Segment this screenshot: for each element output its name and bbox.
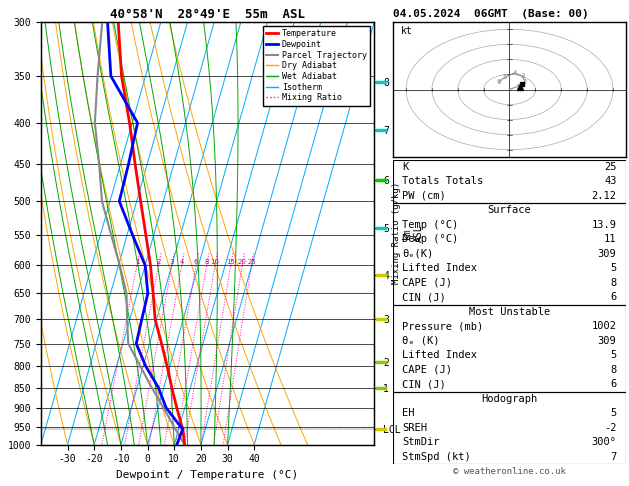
Text: 309: 309: [598, 336, 616, 346]
Text: 5: 5: [610, 263, 616, 273]
Text: 5: 5: [610, 408, 616, 418]
Text: 4: 4: [513, 70, 517, 76]
X-axis label: Dewpoint / Temperature (°C): Dewpoint / Temperature (°C): [116, 470, 299, 480]
Text: Most Unstable: Most Unstable: [469, 307, 550, 317]
Text: 25: 25: [604, 162, 616, 172]
Text: 20: 20: [238, 260, 247, 265]
Text: θₑ (K): θₑ (K): [403, 336, 440, 346]
Text: 8: 8: [610, 278, 616, 288]
Text: 6: 6: [194, 260, 198, 265]
Text: © weatheronline.co.uk: © weatheronline.co.uk: [453, 467, 566, 476]
Text: 1002: 1002: [591, 321, 616, 331]
Text: 1: 1: [515, 84, 520, 89]
Text: CAPE (J): CAPE (J): [403, 365, 452, 375]
Text: 6: 6: [610, 293, 616, 302]
Text: 7: 7: [610, 452, 616, 462]
Text: 13.9: 13.9: [591, 220, 616, 230]
Text: 2: 2: [157, 260, 161, 265]
Text: 4: 4: [180, 260, 184, 265]
Text: θₑ(K): θₑ(K): [403, 249, 433, 259]
Text: 04.05.2024  06GMT  (Base: 00): 04.05.2024 06GMT (Base: 00): [393, 9, 589, 19]
Text: 11: 11: [604, 234, 616, 244]
Text: 43: 43: [604, 176, 616, 186]
Text: -2: -2: [604, 423, 616, 433]
Text: StmSpd (kt): StmSpd (kt): [403, 452, 471, 462]
Text: 6: 6: [497, 79, 501, 85]
Y-axis label: km
ASL: km ASL: [403, 225, 424, 242]
Text: Temp (°C): Temp (°C): [403, 220, 459, 230]
Text: 25: 25: [247, 260, 256, 265]
Text: 1: 1: [135, 260, 139, 265]
Text: 2: 2: [523, 79, 527, 85]
Text: 309: 309: [598, 249, 616, 259]
Text: kt: kt: [401, 26, 413, 36]
Text: 6: 6: [610, 380, 616, 389]
Text: Hodograph: Hodograph: [481, 394, 538, 404]
Text: Pressure (mb): Pressure (mb): [403, 321, 484, 331]
Text: 3: 3: [170, 260, 174, 265]
Text: Dewp (°C): Dewp (°C): [403, 234, 459, 244]
Title: 40°58'N  28°49'E  55m  ASL: 40°58'N 28°49'E 55m ASL: [110, 8, 305, 21]
Text: CIN (J): CIN (J): [403, 293, 446, 302]
Text: Lifted Index: Lifted Index: [403, 350, 477, 361]
Text: CAPE (J): CAPE (J): [403, 278, 452, 288]
Text: SREH: SREH: [403, 423, 428, 433]
Text: Totals Totals: Totals Totals: [403, 176, 484, 186]
Y-axis label: hPa: hPa: [0, 223, 2, 243]
Text: Lifted Index: Lifted Index: [403, 263, 477, 273]
Text: Surface: Surface: [487, 206, 532, 215]
Bar: [393, 159, 626, 203]
Text: 5: 5: [502, 74, 506, 81]
Text: Mixing Ratio (g/kg): Mixing Ratio (g/kg): [392, 182, 401, 284]
Text: 2.12: 2.12: [591, 191, 616, 201]
Legend: Temperature, Dewpoint, Parcel Trajectory, Dry Adiabat, Wet Adiabat, Isotherm, Mi: Temperature, Dewpoint, Parcel Trajectory…: [262, 26, 370, 105]
Text: K: K: [403, 162, 409, 172]
Text: 8: 8: [610, 365, 616, 375]
Text: 3: 3: [520, 73, 525, 79]
Text: 300°: 300°: [591, 437, 616, 448]
Text: 15: 15: [226, 260, 235, 265]
Bar: [393, 203, 626, 305]
Bar: [393, 305, 626, 392]
Text: 5: 5: [610, 350, 616, 361]
Text: CIN (J): CIN (J): [403, 380, 446, 389]
Text: 8: 8: [204, 260, 209, 265]
Bar: [393, 392, 626, 464]
Text: StmDir: StmDir: [403, 437, 440, 448]
Text: 10: 10: [211, 260, 220, 265]
Text: EH: EH: [403, 408, 415, 418]
Text: PW (cm): PW (cm): [403, 191, 446, 201]
